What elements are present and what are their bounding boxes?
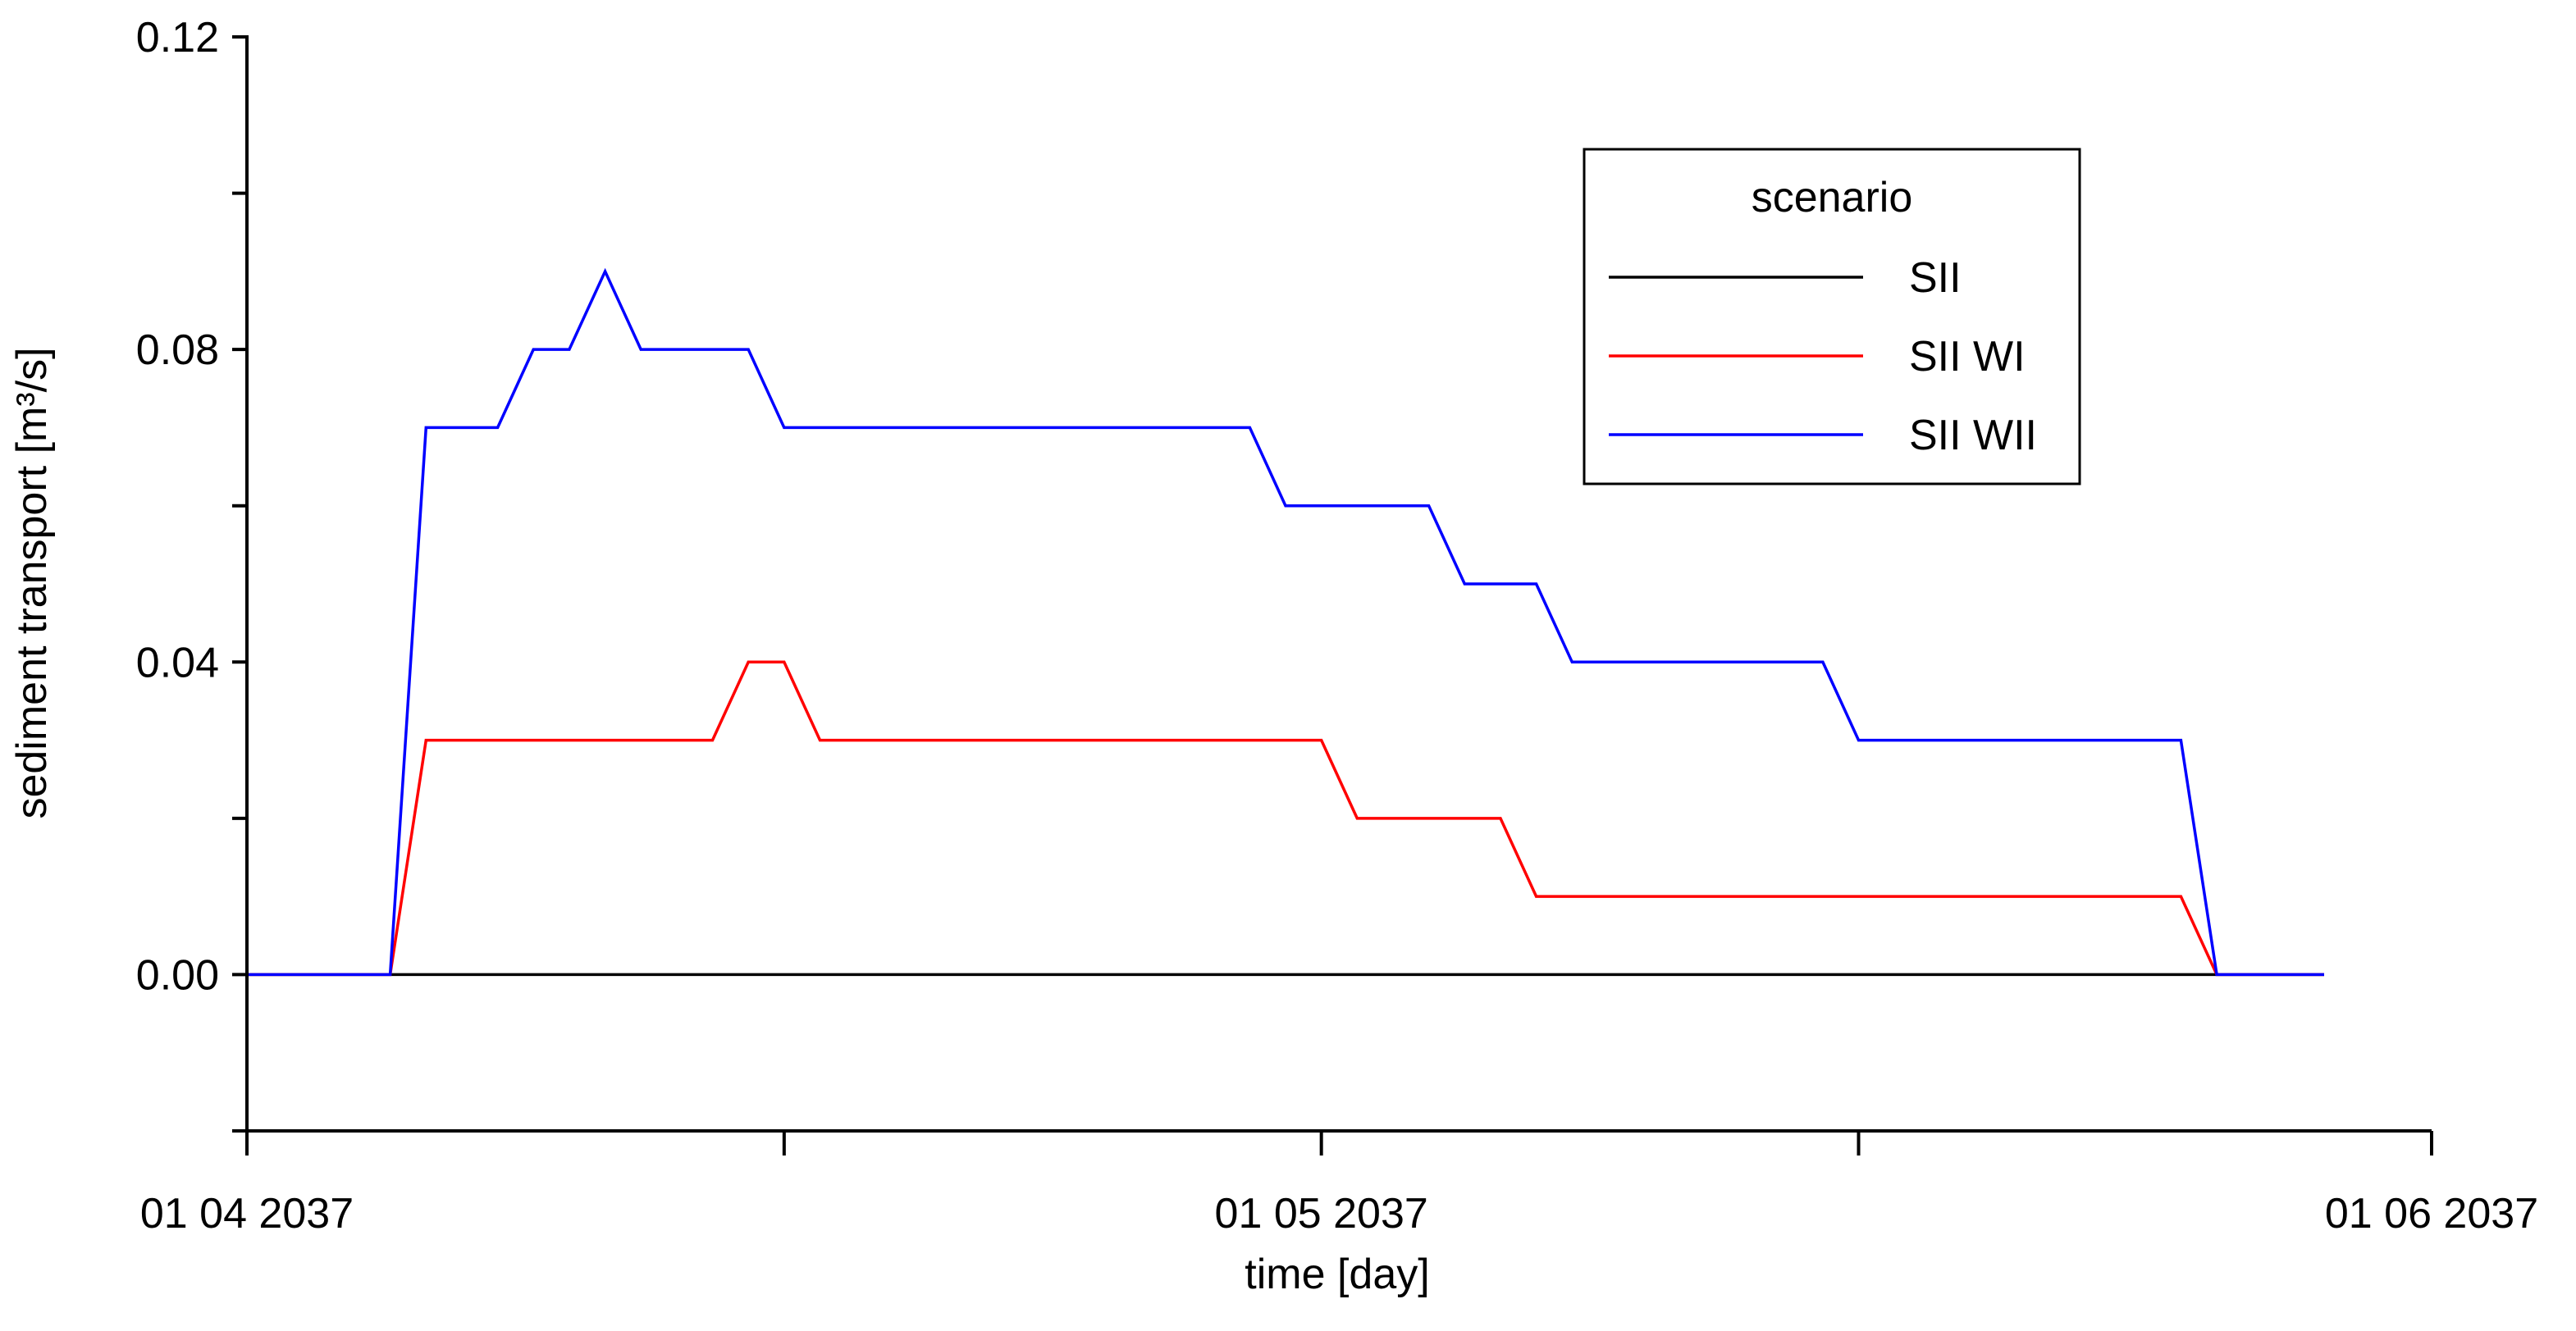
x-tick-label: 01 05 2037 bbox=[1215, 1190, 1428, 1238]
legend-items: SII SII WI SII WII bbox=[1609, 254, 2037, 459]
x-axis-title: time [day] bbox=[1245, 1251, 1429, 1298]
series-layer bbox=[247, 267, 2324, 977]
x-tick-label: 01 04 2037 bbox=[140, 1190, 354, 1238]
legend: scenario SII SII WI SII WII bbox=[1583, 148, 2081, 485]
y-tick-label: 0.00 bbox=[136, 951, 219, 999]
series-line-sii-wii bbox=[247, 267, 2324, 977]
legend-label: SII WI bbox=[1909, 333, 2026, 381]
axes-layer bbox=[245, 35, 2432, 1133]
legend-label: SII WII bbox=[1909, 412, 2037, 459]
legend-title: scenario bbox=[1752, 174, 1913, 221]
y-axis-title: sediment transport [m³/s] bbox=[8, 347, 56, 818]
legend-box bbox=[1583, 148, 2081, 485]
y-tick-label: 0.12 bbox=[136, 14, 219, 62]
x-tick-label: 01 06 2037 bbox=[2325, 1190, 2538, 1238]
legend-label: SII bbox=[1909, 254, 1962, 302]
ticks-layer: 0.00 0.04 0.08 0.12 01 04 2037 01 05 2037 01 0… bbox=[136, 14, 2538, 1238]
y-tick-label: 0.08 bbox=[136, 326, 219, 374]
series-line-sii-wi bbox=[247, 660, 2324, 977]
y-tick-label: 0.04 bbox=[136, 639, 219, 686]
